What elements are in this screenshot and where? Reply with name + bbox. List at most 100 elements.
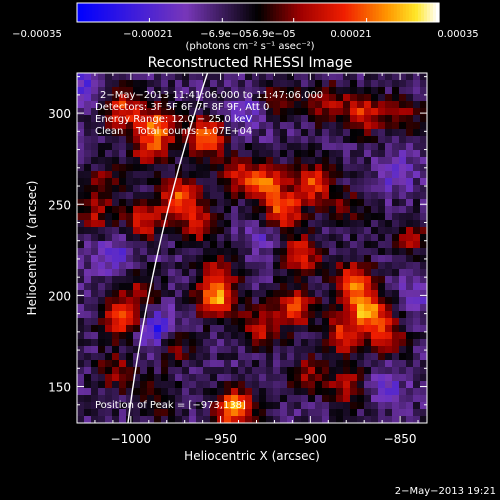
heatmap-cell [231,157,239,165]
heatmap-cell [175,353,183,361]
heatmap-cell [385,192,393,200]
heatmap-cell [329,143,337,151]
heatmap-cell [301,101,309,109]
heatmap-cell [119,255,127,263]
heatmap-cell [294,388,302,396]
colorbar-tick-label: 0.00035 [437,29,478,40]
heatmap-cell [175,199,183,207]
heatmap-cell [238,234,246,242]
heatmap-cell [189,255,197,263]
colorbar-segment [300,3,304,22]
heatmap-cell [140,87,148,95]
colorbar-segment [155,3,160,22]
heatmap-cell [399,178,407,186]
heatmap-cell [203,381,211,389]
heatmap-cell [231,143,239,151]
heatmap-cell [399,150,407,158]
heatmap-cell [385,262,393,270]
heatmap-cell [147,136,155,144]
heatmap-cell [343,255,351,263]
heatmap-cell [343,164,351,172]
heatmap-cell [91,381,99,389]
heatmap-cell [329,108,337,116]
heatmap-cell [252,325,260,333]
heatmap-cell [133,409,141,417]
heatmap-cell [315,206,323,214]
heatmap-cell [336,220,344,228]
heatmap-cell [77,171,85,179]
heatmap-cell [77,241,85,249]
heatmap-cell [98,136,106,144]
heatmap-cell [294,304,302,312]
heatmap-cell [266,129,274,137]
colorbar-segment [122,3,126,22]
heatmap-cell [392,332,400,340]
heatmap-cell [140,297,148,305]
heatmap-cell [280,234,288,242]
heatmap-cell [322,395,330,403]
heatmap-cell [385,220,393,228]
heatmap-cell [77,73,85,81]
colorbar-segment [360,3,365,22]
heatmap-cell [371,220,379,228]
heatmap-cell [175,381,183,389]
heatmap-cell [182,241,190,249]
heatmap-cell [329,171,337,179]
heatmap-cell [77,220,85,228]
colorbar-segment [116,3,120,22]
heatmap-cell [364,332,372,340]
heatmap-cell [273,213,281,221]
heatmap-cell [301,234,309,242]
heatmap-cell [315,136,323,144]
heatmap-cell [182,87,190,95]
heatmap-cell [273,164,281,172]
heatmap-cell [98,311,106,319]
heatmap-cell [343,304,351,312]
heatmap-cell [273,94,281,102]
heatmap-cell [161,276,169,284]
heatmap-cell [98,381,106,389]
heatmap-cell [245,87,253,95]
heatmap-cell [189,73,197,81]
heatmap-cell [168,150,176,158]
heatmap-cell [252,276,260,284]
heatmap-cell [224,206,232,214]
heatmap-cell [245,374,253,382]
heatmap-cell [231,255,239,263]
heatmap-cell [203,199,211,207]
colorbar-segment [107,3,111,22]
heatmap-cell [189,276,197,284]
heatmap-cell [385,325,393,333]
heatmap-cell [77,248,85,256]
heatmap-cell [266,185,274,193]
heatmap-cell [196,157,204,165]
heatmap-cell [77,192,85,200]
heatmap-cell [357,213,365,221]
heatmap-cell [154,276,162,284]
heatmap-cell [196,213,204,221]
heatmap-cell [126,360,134,368]
heatmap-cell [168,374,176,382]
heatmap-cell [119,136,127,144]
heatmap-cell [217,374,225,382]
heatmap-cell [252,262,260,270]
heatmap-cell [168,199,176,207]
heatmap-cell [168,332,176,340]
heatmap-cell [203,311,211,319]
heatmap-cell [238,395,246,403]
heatmap-cell [315,178,323,186]
heatmap-cell [413,332,421,340]
heatmap-cell [329,115,337,123]
heatmap-cell [224,374,232,382]
colorbar-segment [375,3,380,22]
heatmap-cell [308,157,316,165]
heatmap-cell [210,227,218,235]
heatmap-cell [154,255,162,263]
heatmap-cell [210,73,218,81]
heatmap-cell [343,325,351,333]
heatmap-cell [245,388,253,396]
heatmap-cell [378,157,386,165]
heatmap-cell [280,157,288,165]
heatmap-cell [378,262,386,270]
heatmap-cell [266,192,274,200]
